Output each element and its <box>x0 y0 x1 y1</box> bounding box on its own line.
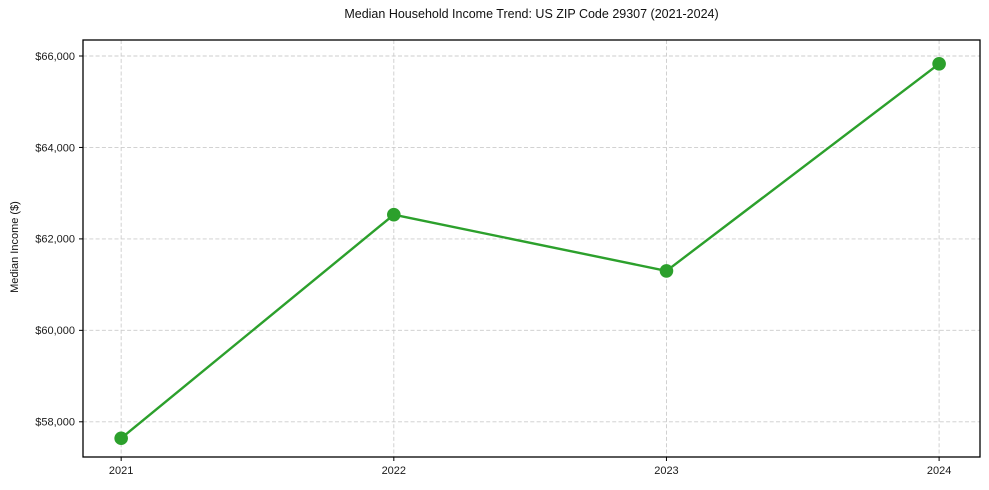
x-tick-label: 2022 <box>382 465 406 477</box>
y-tick-label: $64,000 <box>35 142 75 154</box>
plot-border <box>82 39 981 458</box>
data-point-marker <box>387 207 401 222</box>
data-point-marker <box>114 431 128 446</box>
y-tick-label: $60,000 <box>35 325 75 337</box>
y-tick-label: $62,000 <box>35 234 75 246</box>
y-tick-label: $58,000 <box>35 417 75 429</box>
x-tick-label: 2024 <box>927 465 951 477</box>
x-tick-label: 2023 <box>654 465 678 477</box>
data-point-marker <box>659 264 674 278</box>
data-line <box>119 62 941 440</box>
x-tick-label: 2021 <box>109 465 133 477</box>
data-point-marker <box>932 56 946 71</box>
chart-title: Median Household Income Trend: US ZIP Co… <box>344 7 719 21</box>
y-tick-label: $66,000 <box>35 51 75 63</box>
